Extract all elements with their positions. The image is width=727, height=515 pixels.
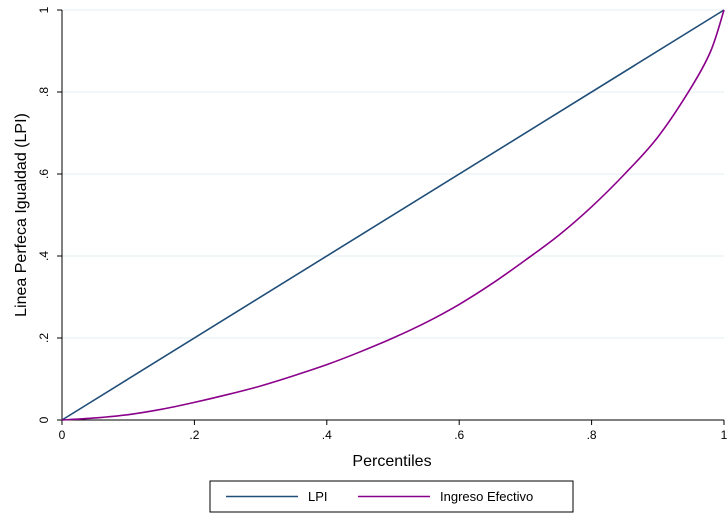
series-line-lpi	[61, 9, 725, 421]
y-tick-label-5: 1	[37, 6, 51, 13]
y-tick-label-1: .2	[37, 333, 51, 343]
y-tick-label-2: .4	[37, 251, 51, 261]
x-tick-label-3: .6	[454, 428, 464, 442]
series-layer	[61, 9, 725, 421]
x-tick-label-0: 0	[59, 428, 66, 442]
legend-label-lpi: LPI	[308, 489, 328, 504]
y-tick-label-3: .6	[37, 169, 51, 179]
x-tick-label-2: .4	[322, 428, 332, 442]
axes-layer: 0 .2 .4 .6 .8 1 0 .2 .4 .6 .8 1	[37, 6, 727, 442]
grid-layer	[62, 9, 724, 339]
x-tick-label-4: .8	[587, 428, 597, 442]
legend: LPI Ingreso Efectivo	[209, 480, 574, 513]
y-tick-label-0: 0	[37, 416, 51, 423]
legend-label-ingreso-efectivo: Ingreso Efectivo	[440, 489, 533, 504]
x-axis-title: Percentiles	[352, 453, 431, 470]
series-line-ingreso-efectivo	[61, 9, 725, 421]
y-tick-label-4: .8	[37, 87, 51, 97]
x-tick-label-5: 1	[721, 428, 727, 442]
x-tick-label-1: .2	[189, 428, 199, 442]
y-axis-title: Linea Perfeca Igualdad (LPI)	[13, 113, 30, 317]
